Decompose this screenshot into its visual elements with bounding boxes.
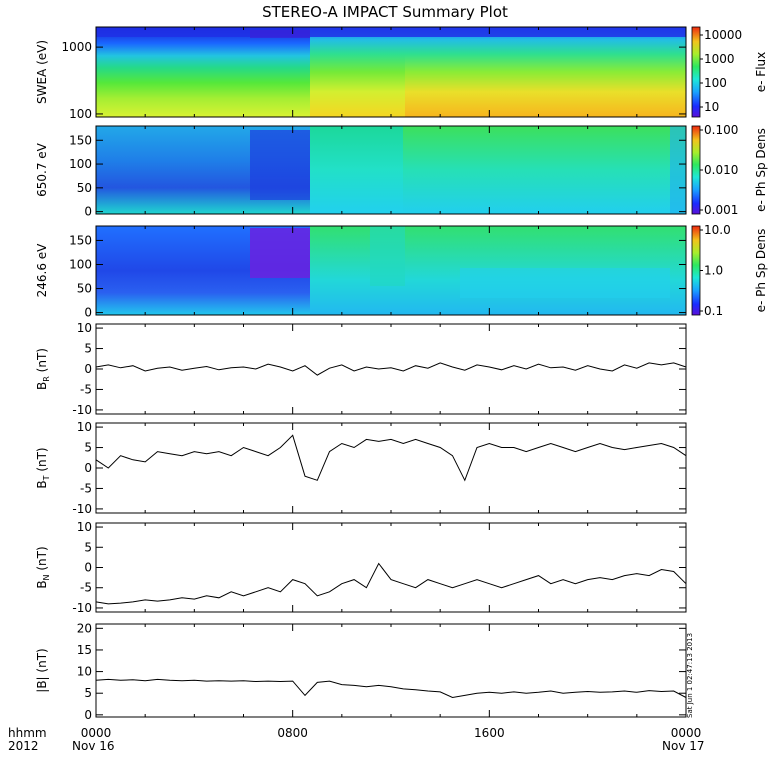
y-tick-label: -5 <box>80 481 92 495</box>
colorbar-tick-label: 10 <box>704 100 719 114</box>
y-tick-label: 150 <box>69 233 92 247</box>
panel-7: 20 15 10 5 0 |B| (nT) <box>35 621 687 722</box>
colorbar-scale <box>691 26 701 118</box>
y-tick-label: -10 <box>72 601 92 615</box>
colorbar-tick-label: 1000 <box>704 52 735 66</box>
panel-5: 10 5 0 -5 -10 BT (nT) <box>35 420 687 516</box>
date-end-label: Nov 17 <box>662 739 705 753</box>
y-tick-label: -10 <box>72 502 92 516</box>
y-axis-label: SWEA (eV) <box>35 40 49 104</box>
y-tick-label: 5 <box>84 342 92 356</box>
colorbar-tick-label: 0.1 <box>704 304 723 318</box>
y-tick-label: 10 <box>77 321 92 335</box>
pad-650-spectrogram <box>96 126 686 214</box>
y-tick-label: 50 <box>77 181 92 195</box>
colorbar-2: 0.100 0.010 0.001 e- Ph Sp Dens <box>691 123 768 217</box>
y-tick-label: 100 <box>69 157 92 171</box>
x-tick-label: 0000 <box>81 726 112 740</box>
y-tick-label: 0 <box>84 561 92 575</box>
series-line <box>95 562 687 605</box>
y-tick-label: 10 <box>77 520 92 534</box>
colorbar-label: e- Ph Sp Dens <box>754 229 768 313</box>
y-tick-label: 150 <box>69 133 92 147</box>
x-tick-label: 0000 <box>671 726 702 740</box>
panel-2: 150 100 50 0 650.7 eV <box>35 125 687 219</box>
colorbar-1: 10000 1000 100 10 e- Flux <box>691 26 768 118</box>
panel-frame <box>95 323 687 415</box>
y-tick-label: 0 <box>84 362 92 376</box>
x-tick-label: 0800 <box>277 726 308 740</box>
date-start-label: Nov 16 <box>72 739 115 753</box>
panel-frame <box>95 422 687 514</box>
page-title: STEREO-A IMPACT Summary Plot <box>262 3 508 21</box>
colorbar-tick-label: 0.001 <box>704 203 738 217</box>
hhmm-label: hhmm <box>8 726 47 740</box>
y-tick-label: 20 <box>77 621 92 635</box>
colorbar-3: 10.0 1.0 0.1 e- Ph Sp Dens <box>691 223 768 318</box>
colorbar-tick-label: 0.010 <box>704 163 738 177</box>
panel-4: 10 5 0 -5 -10 BR (nT) <box>35 321 687 417</box>
y-tick-label: 5 <box>84 540 92 554</box>
colorbar-label: e- Flux <box>754 52 768 92</box>
colorbar-label: e- Ph Sp Dens <box>754 128 768 212</box>
y-tick-label: 10 <box>77 420 92 434</box>
y-tick-label: 100 <box>69 107 92 121</box>
y-tick-label: 0 <box>84 306 92 320</box>
swea-spectrogram <box>96 27 686 117</box>
magnetic-field-lines <box>95 362 687 699</box>
y-tick-label: -10 <box>72 403 92 417</box>
y-tick-label: 0 <box>84 708 92 722</box>
series-line <box>95 362 687 376</box>
colorbar-tick-label: 100 <box>704 76 727 90</box>
y-tick-label: -5 <box>80 581 92 595</box>
y-tick-label: 5 <box>84 686 92 700</box>
x-tick-label: 1600 <box>474 726 505 740</box>
y-axis-label: 650.7 eV <box>35 142 49 197</box>
y-tick-label: 15 <box>77 643 92 657</box>
y-axis-label: BT (nT) <box>35 447 51 488</box>
panel-frame <box>95 623 687 718</box>
y-tick-label: 0 <box>84 205 92 219</box>
spectrogram-panels <box>96 27 686 315</box>
colorbar-tick-label: 10.0 <box>704 223 731 237</box>
colorbar-scale <box>691 125 701 215</box>
panel-frame <box>95 522 687 613</box>
colorbar-tick-label: 1.0 <box>704 264 723 278</box>
panel-1: 1000 100 SWEA (eV) <box>35 26 687 121</box>
y-tick-label: 100 <box>69 257 92 271</box>
series-line <box>95 434 687 482</box>
colorbars: 10000 1000 100 10 e- Flux 0.100 0.010 0.001 e- P… <box>691 26 768 318</box>
colorbar-scale <box>691 225 701 316</box>
panel-6: 10 5 0 -5 -10 BN (nT) <box>35 520 687 615</box>
y-tick-label: 5 <box>84 441 92 455</box>
y-tick-label: 50 <box>77 282 92 296</box>
time-axis-labels: hhmm 2012 Nov 16 Nov 17 0000 0800 1600 0000 <box>8 726 705 753</box>
y-axis-label: |B| (nT) <box>35 648 49 692</box>
y-axis-label: 246.6 eV <box>35 243 49 298</box>
pad-246-spectrogram <box>96 226 686 315</box>
y-tick-label: 0 <box>84 461 92 475</box>
y-axis-label: BN (nT) <box>35 546 51 588</box>
y-axis-label: BR (nT) <box>35 348 51 390</box>
timestamp: Sat Jun 1 02:47:13 2013 <box>686 633 694 718</box>
year-label: 2012 <box>8 739 39 753</box>
series-line <box>95 678 687 699</box>
colorbar-tick-label: 10000 <box>704 28 742 42</box>
y-tick-label: 1000 <box>61 40 92 54</box>
colorbar-tick-label: 0.100 <box>704 123 738 137</box>
y-tick-label: -5 <box>80 382 92 396</box>
y-tick-label: 10 <box>77 665 92 679</box>
panel-3: 150 100 50 0 246.6 eV <box>35 225 687 320</box>
